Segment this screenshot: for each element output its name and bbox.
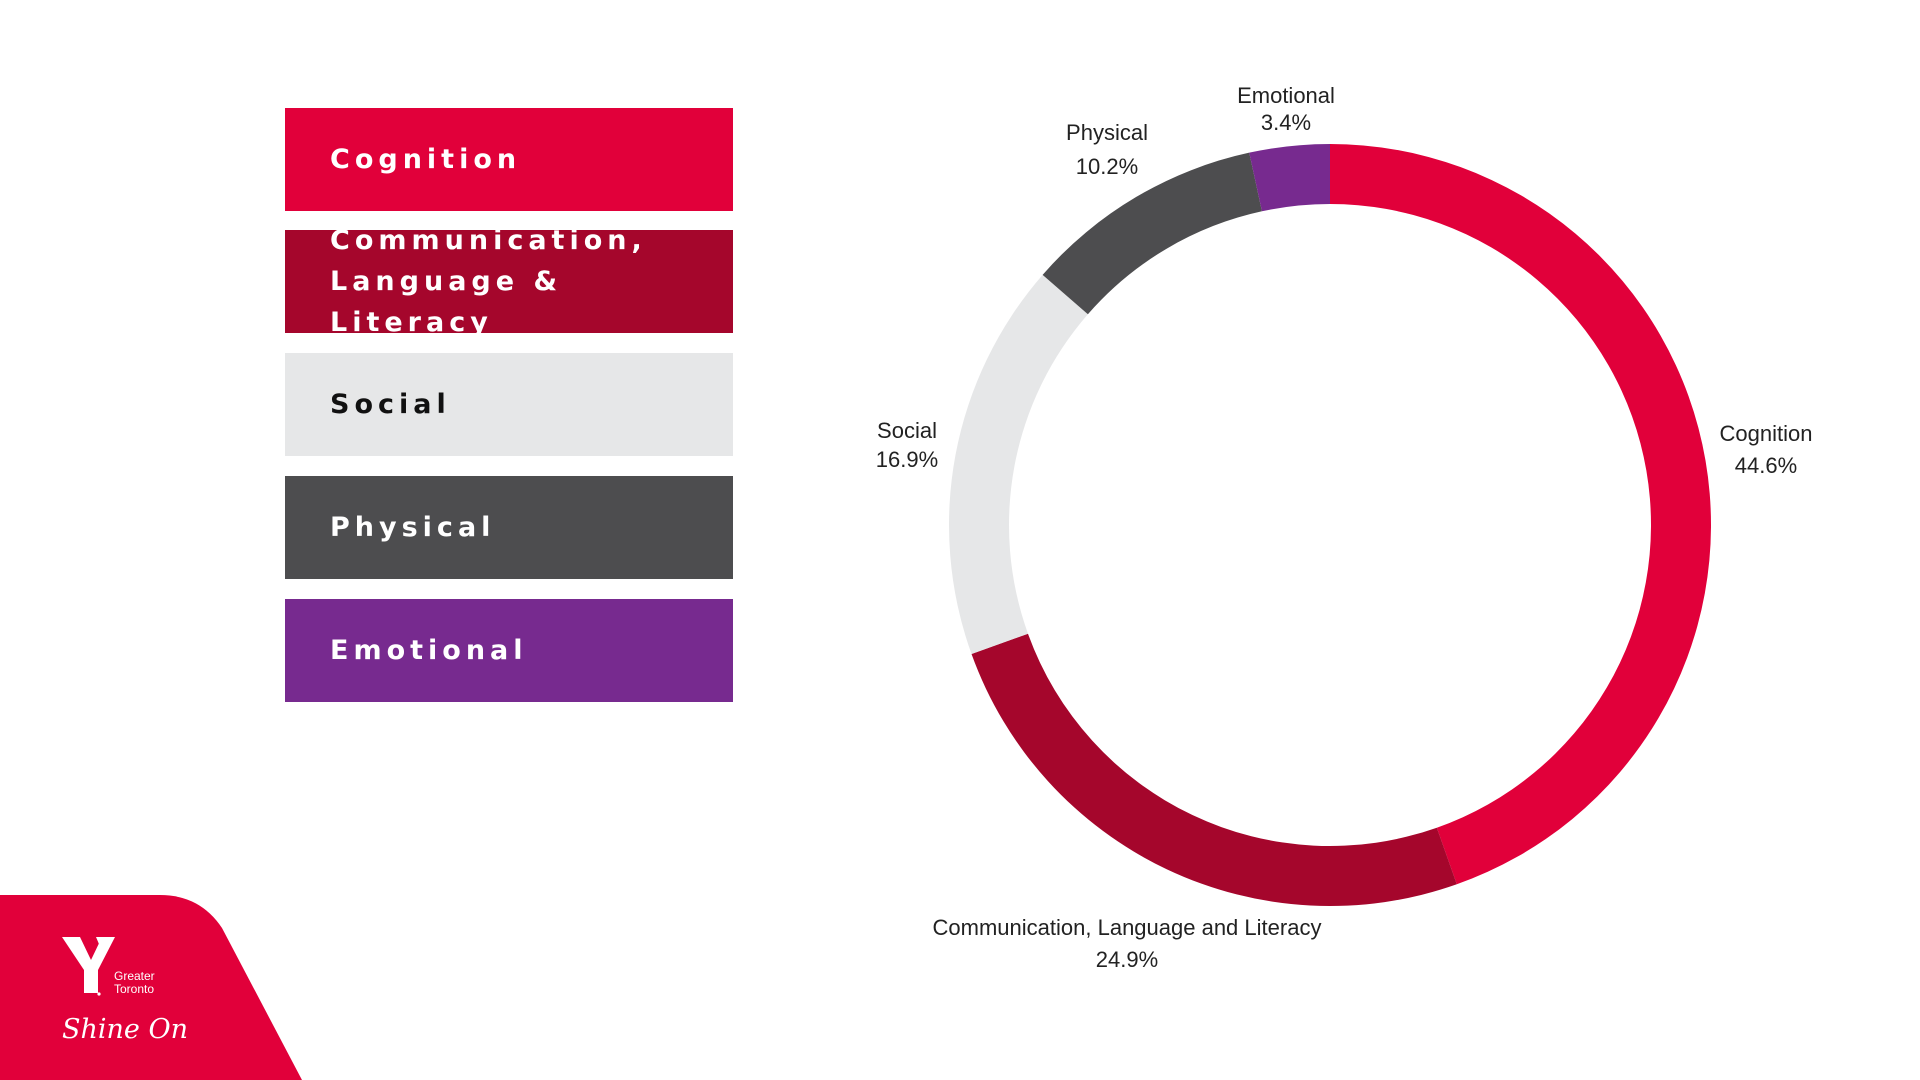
legend-item-cognition: Cognition: [285, 108, 733, 211]
legend-item-social: Social: [285, 353, 733, 456]
slice-name-label-social: Social: [877, 418, 937, 443]
logo-dot: [97, 992, 101, 996]
legend-item-communication: Communication, Language & Literacy: [285, 225, 733, 338]
legend-label: Emotional: [330, 635, 528, 666]
donut-slice-communication: [971, 633, 1457, 906]
slice-value-label-emotional: 3.4%: [1261, 110, 1311, 135]
slice-name-label-physical: Physical: [1066, 120, 1148, 145]
donut-slice-social: [949, 274, 1088, 655]
donut-slice-cognition: [1330, 144, 1711, 885]
slice-name-label-emotional: Emotional: [1237, 83, 1335, 108]
legend-item-emotional: Emotional: [285, 599, 733, 702]
donut-slice-physical: [1042, 152, 1262, 315]
slice-name-label-communication: Communication, Language and Literacy: [933, 915, 1322, 940]
ymca-y-icon: [62, 937, 115, 993]
legend-item-physical: Physical: [285, 476, 733, 579]
slice-value-label-social: 16.9%: [876, 447, 938, 472]
logo-tagline: Shine On: [62, 1014, 188, 1045]
legend-label: Physical: [330, 512, 496, 543]
slice-value-label-communication: 24.9%: [1096, 947, 1158, 972]
donut-slices: [949, 144, 1711, 906]
legend-label: Social: [330, 389, 451, 420]
logo-text-greater: Greater: [114, 969, 155, 983]
donut-slice-emotional: [1249, 144, 1330, 212]
logo-text-toronto: Toronto: [114, 982, 154, 996]
legend-label-line2: Language & Literacy: [330, 266, 562, 338]
legend-label-line1: Communication,: [330, 225, 647, 256]
legend-label: Cognition: [330, 144, 522, 175]
ymca-logo-tab: Greater Toronto Shine On: [0, 895, 302, 1080]
slice-value-label-cognition: 44.6%: [1735, 453, 1797, 478]
slice-name-label-cognition: Cognition: [1720, 421, 1813, 446]
slice-value-label-physical: 10.2%: [1076, 154, 1138, 179]
